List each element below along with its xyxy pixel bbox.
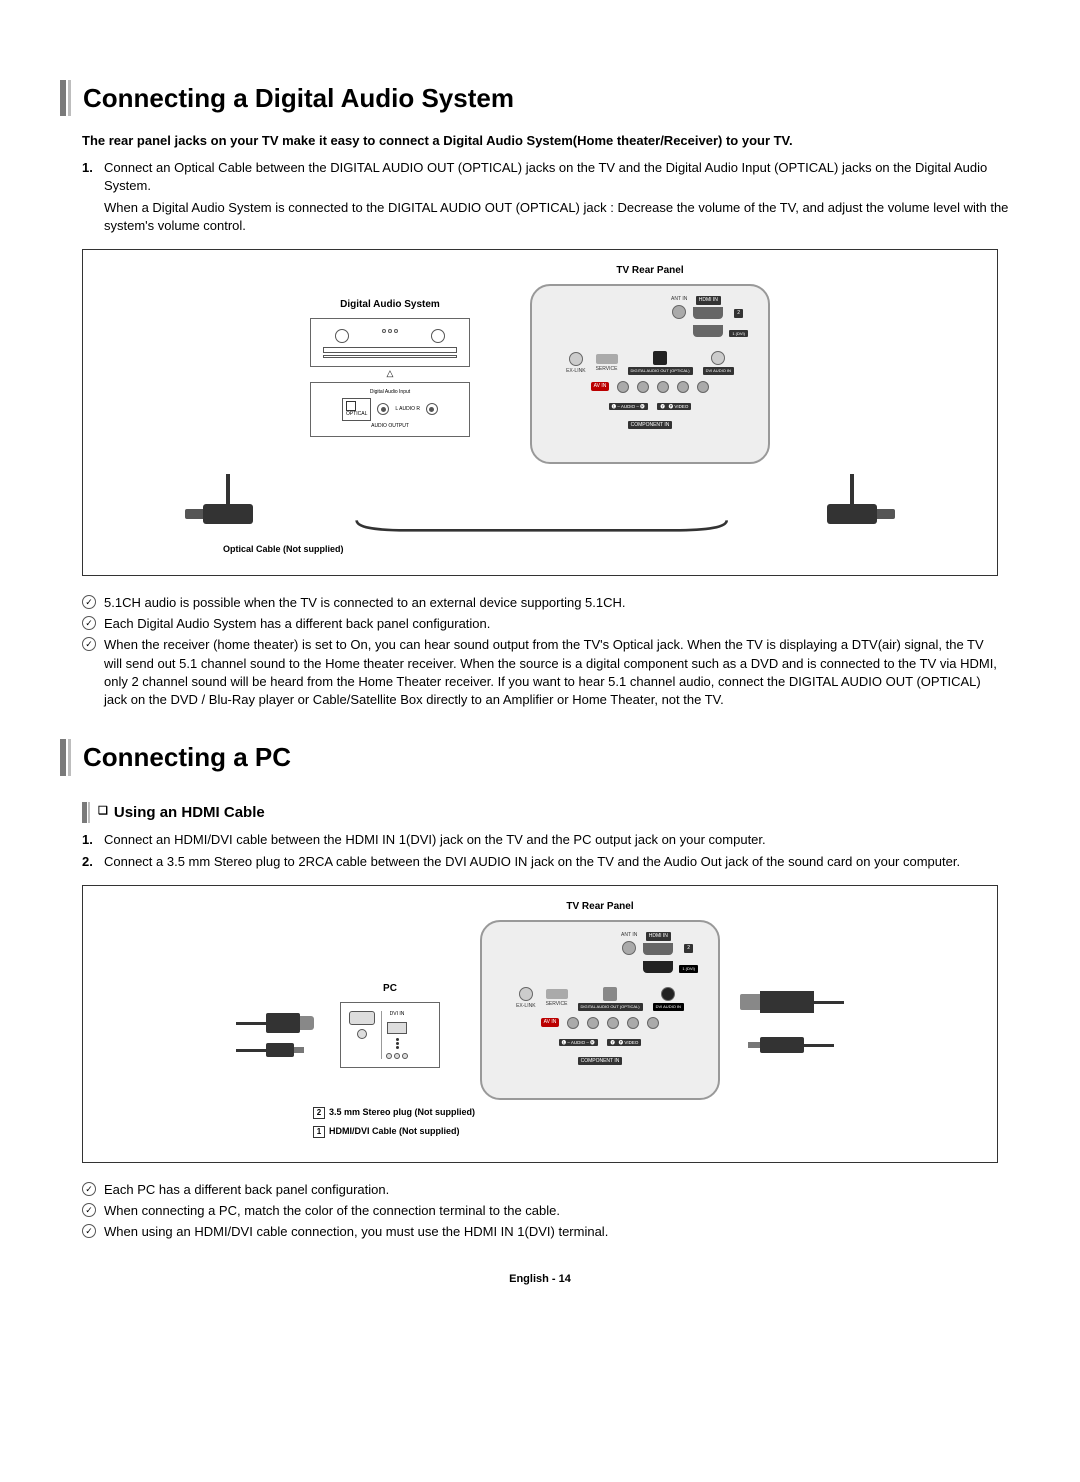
sub-bar-inner [88, 802, 90, 823]
subsection-title: ❏Using an HDMI Cable [98, 802, 265, 823]
note-icon: ✓ [82, 636, 104, 709]
hdmi-in-label: HDMI IN [696, 296, 721, 305]
port-2-label: 2 [734, 309, 743, 318]
section2-steps: 1. Connect an HDMI/DVI cable between the… [82, 831, 1020, 871]
tv-rear-panel-col-2: TV Rear Panel ANT IN HDMI IN 2 1 (DVI) [480, 900, 720, 1100]
section1-step1-sub: When a Digital Audio System is connected… [104, 199, 1020, 235]
panel-label-2: TV Rear Panel [480, 900, 720, 914]
optical-cable-caption: Optical Cable (Not supplied) [223, 543, 977, 556]
section2-subsection-row: ❏Using an HDMI Cable [82, 802, 1020, 823]
step-text: Connect an HDMI/DVI cable between the HD… [104, 831, 1020, 849]
note-item: ✓ When connecting a PC, match the color … [82, 1202, 998, 1220]
note-icon: ✓ [82, 594, 104, 612]
hdmi-in-label-2: HDMI IN [646, 932, 671, 941]
right-plugs [760, 991, 844, 1053]
section1-steps: 1. Connect an Optical Cable between the … [82, 159, 1020, 195]
pc-col: PC DVI IN [340, 982, 440, 1068]
audio-output-label: AUDIO OUTPUT [317, 423, 463, 430]
note-item: ✓ Each Digital Audio System has a differ… [82, 615, 998, 633]
avin-label: AV IN [591, 382, 610, 391]
section2-step: 2. Connect a 3.5 mm Stereo plug to 2RCA … [82, 853, 1020, 871]
title-bar-outer [60, 739, 66, 775]
section1-notes: ✓ 5.1CH audio is possible when the TV is… [82, 594, 998, 709]
device-label: Digital Audio System [310, 298, 470, 312]
audio-system-device [310, 318, 470, 367]
cable1-caption: 1HDMI/DVI Cable (Not supplied) [313, 1125, 977, 1138]
note-text: When the receiver (home theater) is set … [104, 636, 998, 709]
note-icon: ✓ [82, 1202, 104, 1220]
note-text: Each PC has a different back panel confi… [104, 1181, 998, 1199]
step-number: 1. [82, 831, 104, 849]
service-label: SERVICE [596, 366, 618, 373]
optical-plug-left [203, 504, 253, 524]
note-icon: ✓ [82, 1223, 104, 1241]
pc-dvi-label: DVI IN [390, 1011, 405, 1018]
note-text: When connecting a PC, match the color of… [104, 1202, 998, 1220]
note-item: ✓ Each PC has a different back panel con… [82, 1181, 998, 1199]
audio-plug [760, 1037, 804, 1053]
section1-title-row: Connecting a Digital Audio System [60, 80, 1020, 116]
tv-rear-panel-col: TV Rear Panel ANT IN HDMI IN 2 1 (DVI) [530, 264, 770, 464]
audio-system-back-panel: Digital Audio Input OPTICAL L AUDIO R AU… [310, 382, 470, 437]
sub-bar-outer [82, 802, 87, 823]
step-text: Connect a 3.5 mm Stereo plug to 2RCA cab… [104, 853, 1020, 871]
note-icon: ✓ [82, 615, 104, 633]
optical-plug-right [827, 504, 877, 524]
cable2-caption: 23.5 mm Stereo plug (Not supplied) [313, 1106, 977, 1119]
note-item: ✓ 5.1CH audio is possible when the TV is… [82, 594, 998, 612]
note-icon: ✓ [82, 1181, 104, 1199]
pc-plugs-left [236, 1013, 300, 1057]
section2-title-row: Connecting a PC [60, 739, 1020, 775]
step-number: 2. [82, 853, 104, 871]
section2-title: Connecting a PC [83, 739, 291, 775]
title-bar-outer [60, 80, 66, 116]
note-text: 5.1CH audio is possible when the TV is c… [104, 594, 998, 612]
ant-in-label-2: ANT IN [621, 932, 637, 939]
audio-lr-label: L AUDIO R [395, 406, 420, 413]
digital-audio-system-col: Digital Audio System △ Digital Audio Inp… [310, 298, 470, 437]
note-item: ✓ When the receiver (home theater) is se… [82, 636, 998, 709]
component-in-label: COMPONENT IN [628, 421, 673, 429]
section1-step-1: 1. Connect an Optical Cable between the … [82, 159, 1020, 195]
tv-rear-panel: ANT IN HDMI IN 2 1 (DVI) EX-LINK [530, 284, 770, 464]
section1-intro: The rear panel jacks on your TV make it … [82, 132, 1020, 150]
ant-in-label: ANT IN [671, 296, 687, 303]
exlink-label: EX-LINK [566, 368, 585, 375]
section2-diagram: PC DVI IN TV Rear Panel A [82, 885, 998, 1163]
dai-label: Digital Audio Input [317, 389, 463, 396]
pc-device: DVI IN [340, 1002, 440, 1068]
port-1dvi-label: 1 (DVI) [729, 330, 748, 338]
page-footer: English - 14 [60, 1272, 1020, 1287]
panel-label: TV Rear Panel [530, 264, 770, 278]
title-bar-inner [68, 80, 71, 116]
step-number: 1. [82, 159, 104, 195]
dvi-audio-in-label: DVI AUDIO IN [703, 367, 734, 375]
hdmi-plug [760, 991, 814, 1013]
optical-label: OPTICAL [346, 411, 367, 417]
pc-label: PC [340, 982, 440, 996]
section2-notes: ✓ Each PC has a different back panel con… [82, 1181, 998, 1242]
dao-label: DIGITAL AUDIO OUT (OPTICAL) [628, 367, 693, 375]
section1-diagram: Digital Audio System △ Digital Audio Inp… [82, 249, 998, 576]
note-text: When using an HDMI/DVI cable connection,… [104, 1223, 998, 1241]
note-text: Each Digital Audio System has a differen… [104, 615, 998, 633]
section1-title: Connecting a Digital Audio System [83, 80, 514, 116]
step-text: Connect an Optical Cable between the DIG… [104, 159, 1020, 195]
section2-step: 1. Connect an HDMI/DVI cable between the… [82, 831, 1020, 849]
tv-rear-panel-2: ANT IN HDMI IN 2 1 (DVI) EX-LINK [480, 920, 720, 1100]
note-item: ✓ When using an HDMI/DVI cable connectio… [82, 1223, 998, 1241]
title-bar-inner [68, 739, 71, 775]
